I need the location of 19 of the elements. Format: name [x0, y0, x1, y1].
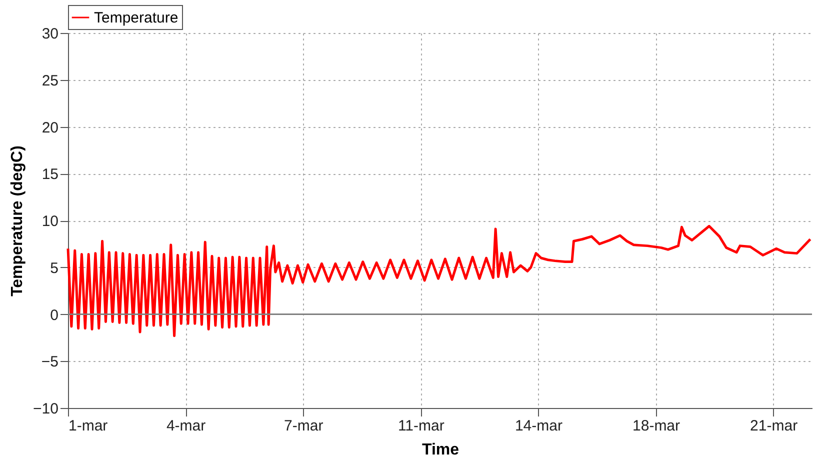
x-tick-label: 21-mar [750, 418, 798, 434]
y-tick-label: −5 [41, 354, 58, 371]
y-tick-label: 15 [42, 166, 58, 184]
x-tick-label: 7-mar [284, 418, 324, 434]
legend-label: Temperature [94, 10, 178, 26]
x-tick-label: 11-mar [398, 418, 444, 434]
x-tick-label: 4-mar [166, 418, 206, 434]
y-tick-label: 5 [50, 260, 58, 277]
x-tick-label: 14-mar [514, 418, 562, 434]
y-axis-title: Temperature (degC) [9, 146, 26, 296]
y-tick-label: 30 [42, 26, 58, 42]
y-tick-label: 0 [50, 306, 58, 324]
x-axis-title: Time [422, 442, 460, 458]
y-tick-label: −10 [33, 400, 58, 418]
y-tick-label: 25 [42, 72, 58, 90]
y-tick-label: 10 [42, 213, 58, 230]
x-tick-label: 18-mar [632, 418, 680, 434]
x-tick-label: 1-mar [68, 418, 108, 434]
y-tick-label: 20 [42, 119, 58, 136]
